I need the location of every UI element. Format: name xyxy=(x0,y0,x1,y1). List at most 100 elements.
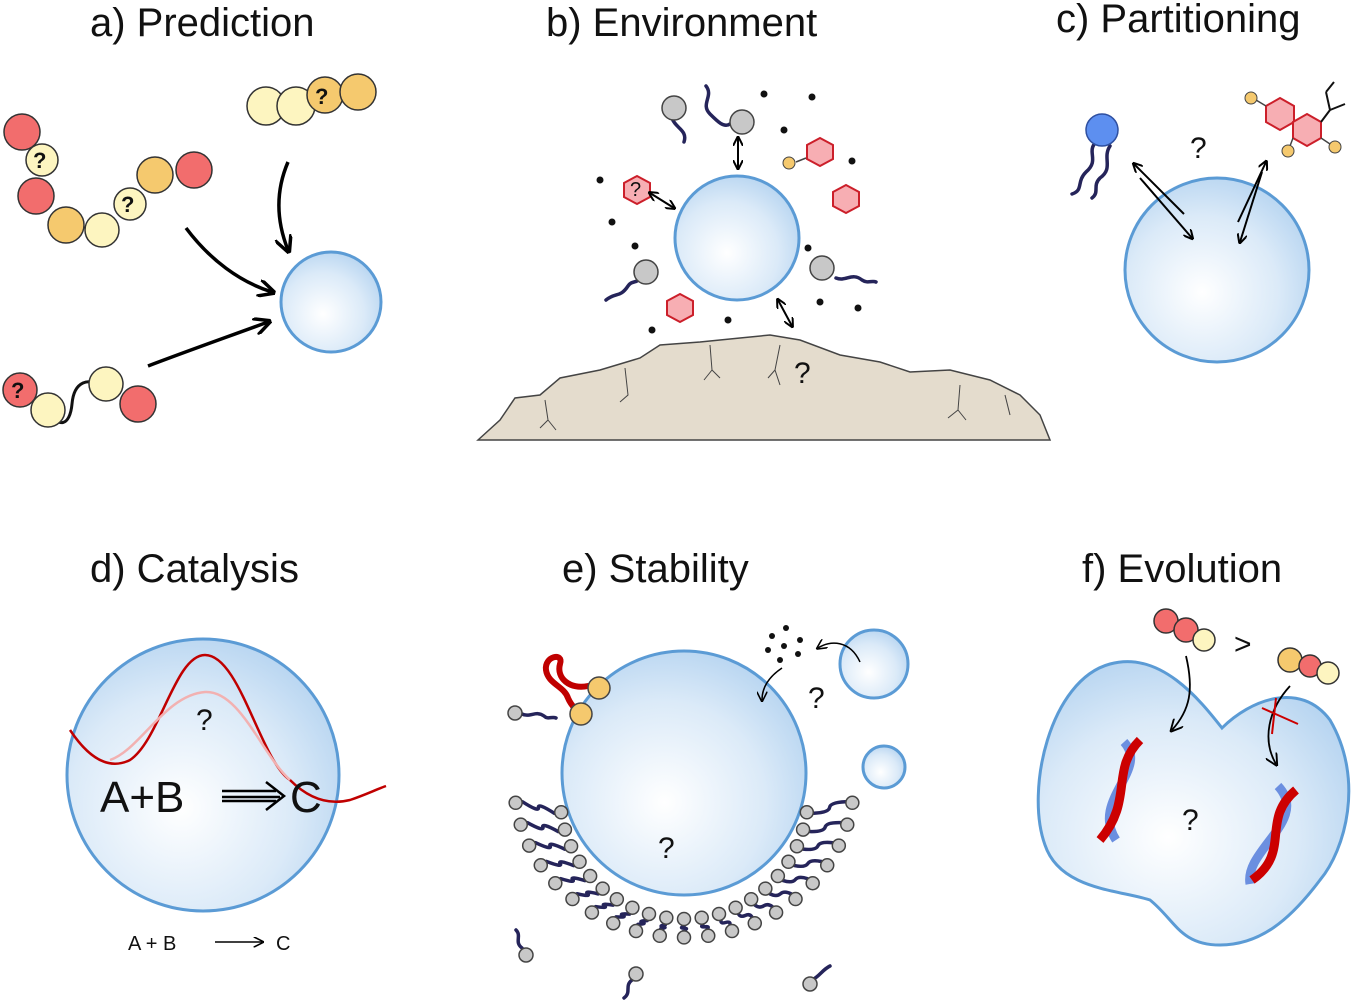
lipid-c xyxy=(1070,113,1119,200)
polymer-chain-1 xyxy=(3,113,213,248)
lipid-head xyxy=(747,915,763,931)
lipid-tail xyxy=(533,840,567,851)
lipid-head xyxy=(839,817,855,832)
reaction-reactants-large: A+B xyxy=(100,773,184,822)
lipid-head xyxy=(521,838,537,853)
lipid-head xyxy=(563,838,579,854)
arrow-polymer-entry xyxy=(1172,655,1191,730)
lipid-head xyxy=(628,923,644,939)
lipid-tail xyxy=(679,924,689,933)
panel-d-title: d) Catalysis xyxy=(90,547,299,591)
dna-double-helix-1 xyxy=(1096,736,1144,843)
panel-c-title: c) Partitioning xyxy=(1056,0,1301,41)
lipid-tail xyxy=(736,912,754,919)
lipid-head xyxy=(789,838,805,854)
panel-e-title: e) Stability xyxy=(562,547,749,591)
small-vesicle-e1 xyxy=(838,628,910,700)
blocked-cross-icon xyxy=(1261,697,1299,735)
lipid-head xyxy=(584,905,600,920)
lipid-tail xyxy=(753,902,775,909)
lipid-tail xyxy=(575,890,600,898)
lipid-head xyxy=(788,891,803,907)
lipid-head xyxy=(724,923,740,939)
lipid-tail xyxy=(544,859,576,868)
panel-d: d) Catalysis ? A+B C A + B C xyxy=(65,547,387,955)
lipid-head xyxy=(781,854,796,870)
peptide-e xyxy=(542,653,611,726)
reaction-arrow-large xyxy=(222,781,287,811)
question-mark-c: ? xyxy=(1190,132,1207,165)
lipid-head xyxy=(652,928,668,944)
reaction-product-small: C xyxy=(276,933,290,955)
question-mark-e-side: ? xyxy=(808,682,825,715)
question-mark-a3: ? xyxy=(315,84,328,109)
panel-a-title: a) Prediction xyxy=(90,1,315,45)
lipid-tail xyxy=(811,800,848,815)
lipid-head xyxy=(831,838,847,853)
leaking-solutes-e xyxy=(765,625,803,663)
panel-c: c) Partitioning ? xyxy=(1056,0,1346,364)
interaction-arrows-b xyxy=(650,138,792,326)
lipid-head xyxy=(659,910,674,925)
arrow-chain3-to-vesicle xyxy=(147,322,268,368)
aromatic-molecules-b xyxy=(623,136,860,324)
lipid-head xyxy=(609,891,625,907)
lipid-head xyxy=(625,900,640,915)
arrow-solute-release xyxy=(818,643,861,663)
lipid-head xyxy=(605,915,621,931)
polymer-chain-f2 xyxy=(1277,647,1340,685)
partition-arrows-c xyxy=(1134,162,1266,242)
lipid-head xyxy=(770,868,786,884)
lipid-molecules-b xyxy=(604,84,878,302)
question-mark-e-main: ? xyxy=(658,832,675,865)
lipid-tail xyxy=(808,820,843,834)
question-mark-a4: ? xyxy=(11,378,24,403)
lipid-head xyxy=(845,795,860,811)
lipid-tail xyxy=(636,918,649,927)
lipid-head xyxy=(548,875,563,891)
panel-f-title: f) Evolution xyxy=(1082,547,1282,591)
lipid-head xyxy=(819,858,835,873)
arrow-polymer-blocked xyxy=(1268,685,1291,764)
lipid-head xyxy=(641,906,657,922)
lipid-tail xyxy=(781,875,810,884)
vesicle-b xyxy=(673,174,801,302)
lipid-tail xyxy=(719,918,732,927)
dividing-vesicle-f xyxy=(1036,660,1351,947)
lipid-head xyxy=(676,930,692,945)
question-mark-f: ? xyxy=(1182,804,1199,837)
arrow-solute-entry xyxy=(762,667,783,700)
lipid-tail xyxy=(614,912,632,919)
energy-curve-catalyzed xyxy=(109,690,291,781)
vesicle-a xyxy=(279,250,383,354)
lipid-tail xyxy=(593,902,615,910)
panel-e: e) Stability ? ? xyxy=(507,547,910,1000)
small-vesicle-e2 xyxy=(861,744,907,790)
vesicle-c xyxy=(1123,176,1311,364)
lipid-head xyxy=(728,900,743,915)
lipid-tail xyxy=(768,890,793,898)
vesicle-d xyxy=(65,637,341,913)
rock-cracks xyxy=(539,344,1011,431)
reaction-product-large: C xyxy=(290,773,322,822)
panel-f: f) Evolution ? > xyxy=(1036,547,1351,947)
lipid-tail xyxy=(525,820,560,834)
lipid-head xyxy=(799,805,815,820)
lipid-head xyxy=(565,891,580,907)
question-mark-d: ? xyxy=(196,704,213,737)
lipid-head xyxy=(758,881,773,896)
lipid-bilayer-e xyxy=(508,795,860,945)
lipid-head xyxy=(694,910,709,925)
arrow-chain2-to-vesicle xyxy=(279,161,288,250)
lipid-head xyxy=(582,868,598,884)
vesicle-e xyxy=(560,649,808,897)
lipid-head xyxy=(805,875,820,891)
polymer-chain-3 xyxy=(2,366,157,428)
lipid-head xyxy=(508,795,523,811)
lipid-head xyxy=(557,822,573,837)
reaction-reactants-small: A + B xyxy=(128,933,176,955)
lipid-head xyxy=(595,881,610,896)
lipid-head xyxy=(768,905,784,920)
free-lipids-e xyxy=(507,705,832,1000)
lipid-head xyxy=(553,805,569,820)
